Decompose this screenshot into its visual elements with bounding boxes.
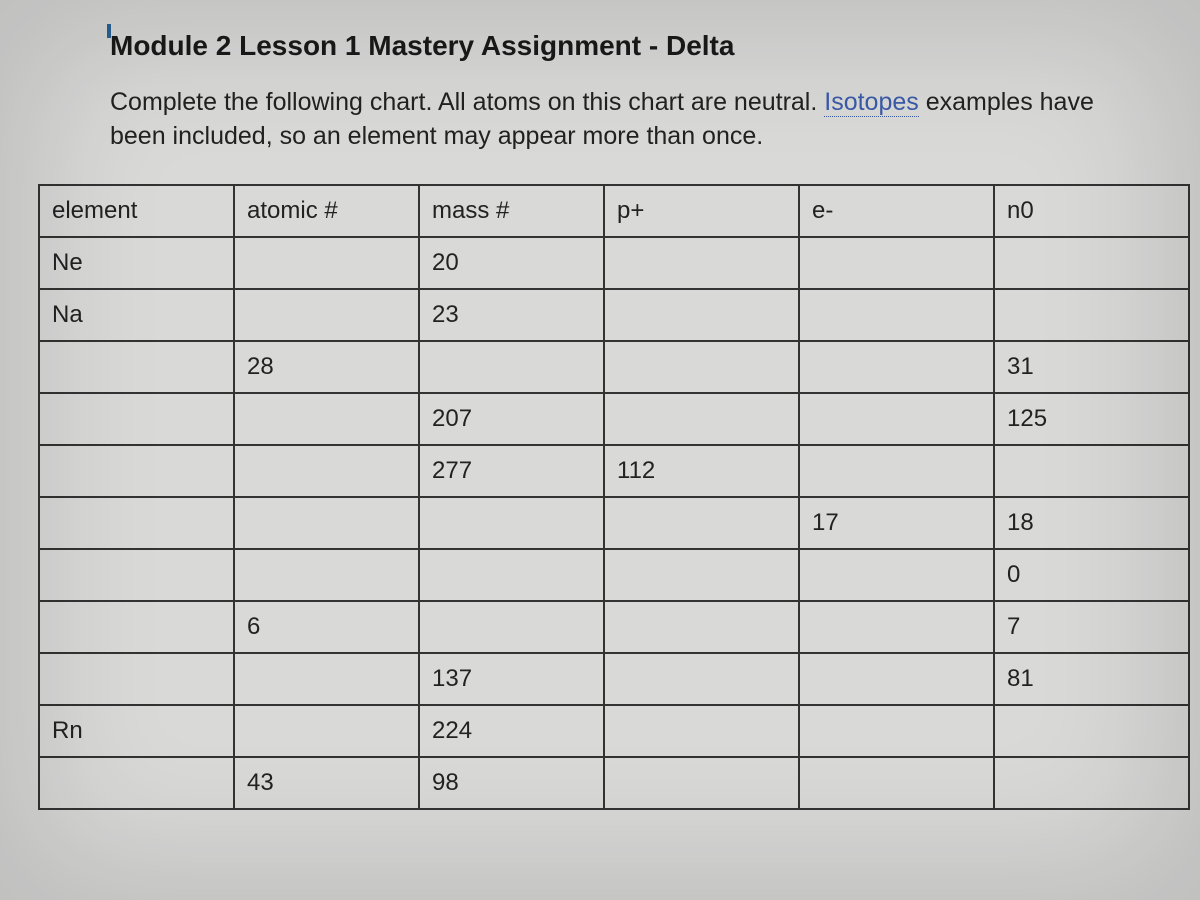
- cell[interactable]: [419, 549, 604, 601]
- col-neutrons: n0: [994, 185, 1189, 237]
- cell[interactable]: [604, 601, 799, 653]
- cell[interactable]: [234, 393, 419, 445]
- cell[interactable]: [39, 653, 234, 705]
- cell[interactable]: 112: [604, 445, 799, 497]
- table-row: 28 31: [39, 341, 1189, 393]
- cell[interactable]: [799, 289, 994, 341]
- cell[interactable]: [234, 653, 419, 705]
- cell[interactable]: 207: [419, 393, 604, 445]
- cell[interactable]: [39, 445, 234, 497]
- cell[interactable]: 20: [419, 237, 604, 289]
- col-element: element: [39, 185, 234, 237]
- page-title: Module 2 Lesson 1 Mastery Assignment - D…: [110, 30, 1180, 62]
- cell[interactable]: [604, 757, 799, 809]
- cell[interactable]: [604, 289, 799, 341]
- table-row: 137 81: [39, 653, 1189, 705]
- col-protons: p+: [604, 185, 799, 237]
- cell[interactable]: [39, 601, 234, 653]
- col-mass: mass #: [419, 185, 604, 237]
- cell[interactable]: [799, 757, 994, 809]
- title-text: Module 2 Lesson 1 Mastery Assignment - D…: [110, 30, 734, 61]
- cell[interactable]: [799, 705, 994, 757]
- cell[interactable]: 224: [419, 705, 604, 757]
- cell[interactable]: [604, 653, 799, 705]
- cell[interactable]: [604, 341, 799, 393]
- cell[interactable]: [419, 341, 604, 393]
- cell[interactable]: 7: [994, 601, 1189, 653]
- table-header-row: element atomic # mass # p+ e- n0: [39, 185, 1189, 237]
- cell[interactable]: 137: [419, 653, 604, 705]
- cell[interactable]: [234, 289, 419, 341]
- cell[interactable]: [234, 549, 419, 601]
- cell[interactable]: [234, 237, 419, 289]
- cell[interactable]: 43: [234, 757, 419, 809]
- worksheet-page: Module 2 Lesson 1 Mastery Assignment - D…: [0, 0, 1200, 810]
- cell[interactable]: 81: [994, 653, 1189, 705]
- cell[interactable]: [994, 705, 1189, 757]
- table-row: Ne 20: [39, 237, 1189, 289]
- cell[interactable]: [604, 549, 799, 601]
- table-row: Na 23: [39, 289, 1189, 341]
- cell[interactable]: [799, 601, 994, 653]
- cell[interactable]: [234, 445, 419, 497]
- cell[interactable]: 23: [419, 289, 604, 341]
- cell[interactable]: 31: [994, 341, 1189, 393]
- cell[interactable]: [604, 237, 799, 289]
- table-row: Rn 224: [39, 705, 1189, 757]
- cell[interactable]: [604, 705, 799, 757]
- cell[interactable]: [994, 237, 1189, 289]
- cell[interactable]: [234, 705, 419, 757]
- cell[interactable]: 277: [419, 445, 604, 497]
- cell[interactable]: 0: [994, 549, 1189, 601]
- cell[interactable]: [799, 445, 994, 497]
- cell[interactable]: 125: [994, 393, 1189, 445]
- cell[interactable]: [419, 601, 604, 653]
- table-row: 0: [39, 549, 1189, 601]
- cell[interactable]: Ne: [39, 237, 234, 289]
- cell[interactable]: 17: [799, 497, 994, 549]
- cell[interactable]: [799, 341, 994, 393]
- text-cursor-icon: [107, 24, 111, 38]
- col-atomic: atomic #: [234, 185, 419, 237]
- cell[interactable]: [39, 393, 234, 445]
- cell[interactable]: 28: [234, 341, 419, 393]
- cell[interactable]: [994, 289, 1189, 341]
- cell[interactable]: [39, 757, 234, 809]
- cell[interactable]: [799, 653, 994, 705]
- cell[interactable]: [234, 497, 419, 549]
- cell[interactable]: 6: [234, 601, 419, 653]
- instructions-paragraph: Complete the following chart. All atoms …: [110, 86, 1130, 154]
- cell[interactable]: [39, 549, 234, 601]
- table-row: 43 98: [39, 757, 1189, 809]
- table-row: 207 125: [39, 393, 1189, 445]
- table-row: 6 7: [39, 601, 1189, 653]
- cell[interactable]: 98: [419, 757, 604, 809]
- isotopes-link[interactable]: Isotopes: [824, 88, 919, 117]
- table-body: Ne 20 Na 23 28 31: [39, 237, 1189, 809]
- cell[interactable]: [799, 393, 994, 445]
- cell[interactable]: [604, 393, 799, 445]
- col-electrons: e-: [799, 185, 994, 237]
- cell[interactable]: [994, 445, 1189, 497]
- atoms-table: element atomic # mass # p+ e- n0 Ne 20 N…: [38, 184, 1190, 810]
- table-row: 277 112: [39, 445, 1189, 497]
- cell[interactable]: [799, 549, 994, 601]
- cell[interactable]: 18: [994, 497, 1189, 549]
- table-row: 17 18: [39, 497, 1189, 549]
- cell[interactable]: [419, 497, 604, 549]
- cell[interactable]: [994, 757, 1189, 809]
- cell[interactable]: [39, 497, 234, 549]
- cell[interactable]: [799, 237, 994, 289]
- instructions-text-1: Complete the following chart. All atoms …: [110, 88, 824, 116]
- cell[interactable]: Rn: [39, 705, 234, 757]
- cell[interactable]: [604, 497, 799, 549]
- cell[interactable]: Na: [39, 289, 234, 341]
- cell[interactable]: [39, 341, 234, 393]
